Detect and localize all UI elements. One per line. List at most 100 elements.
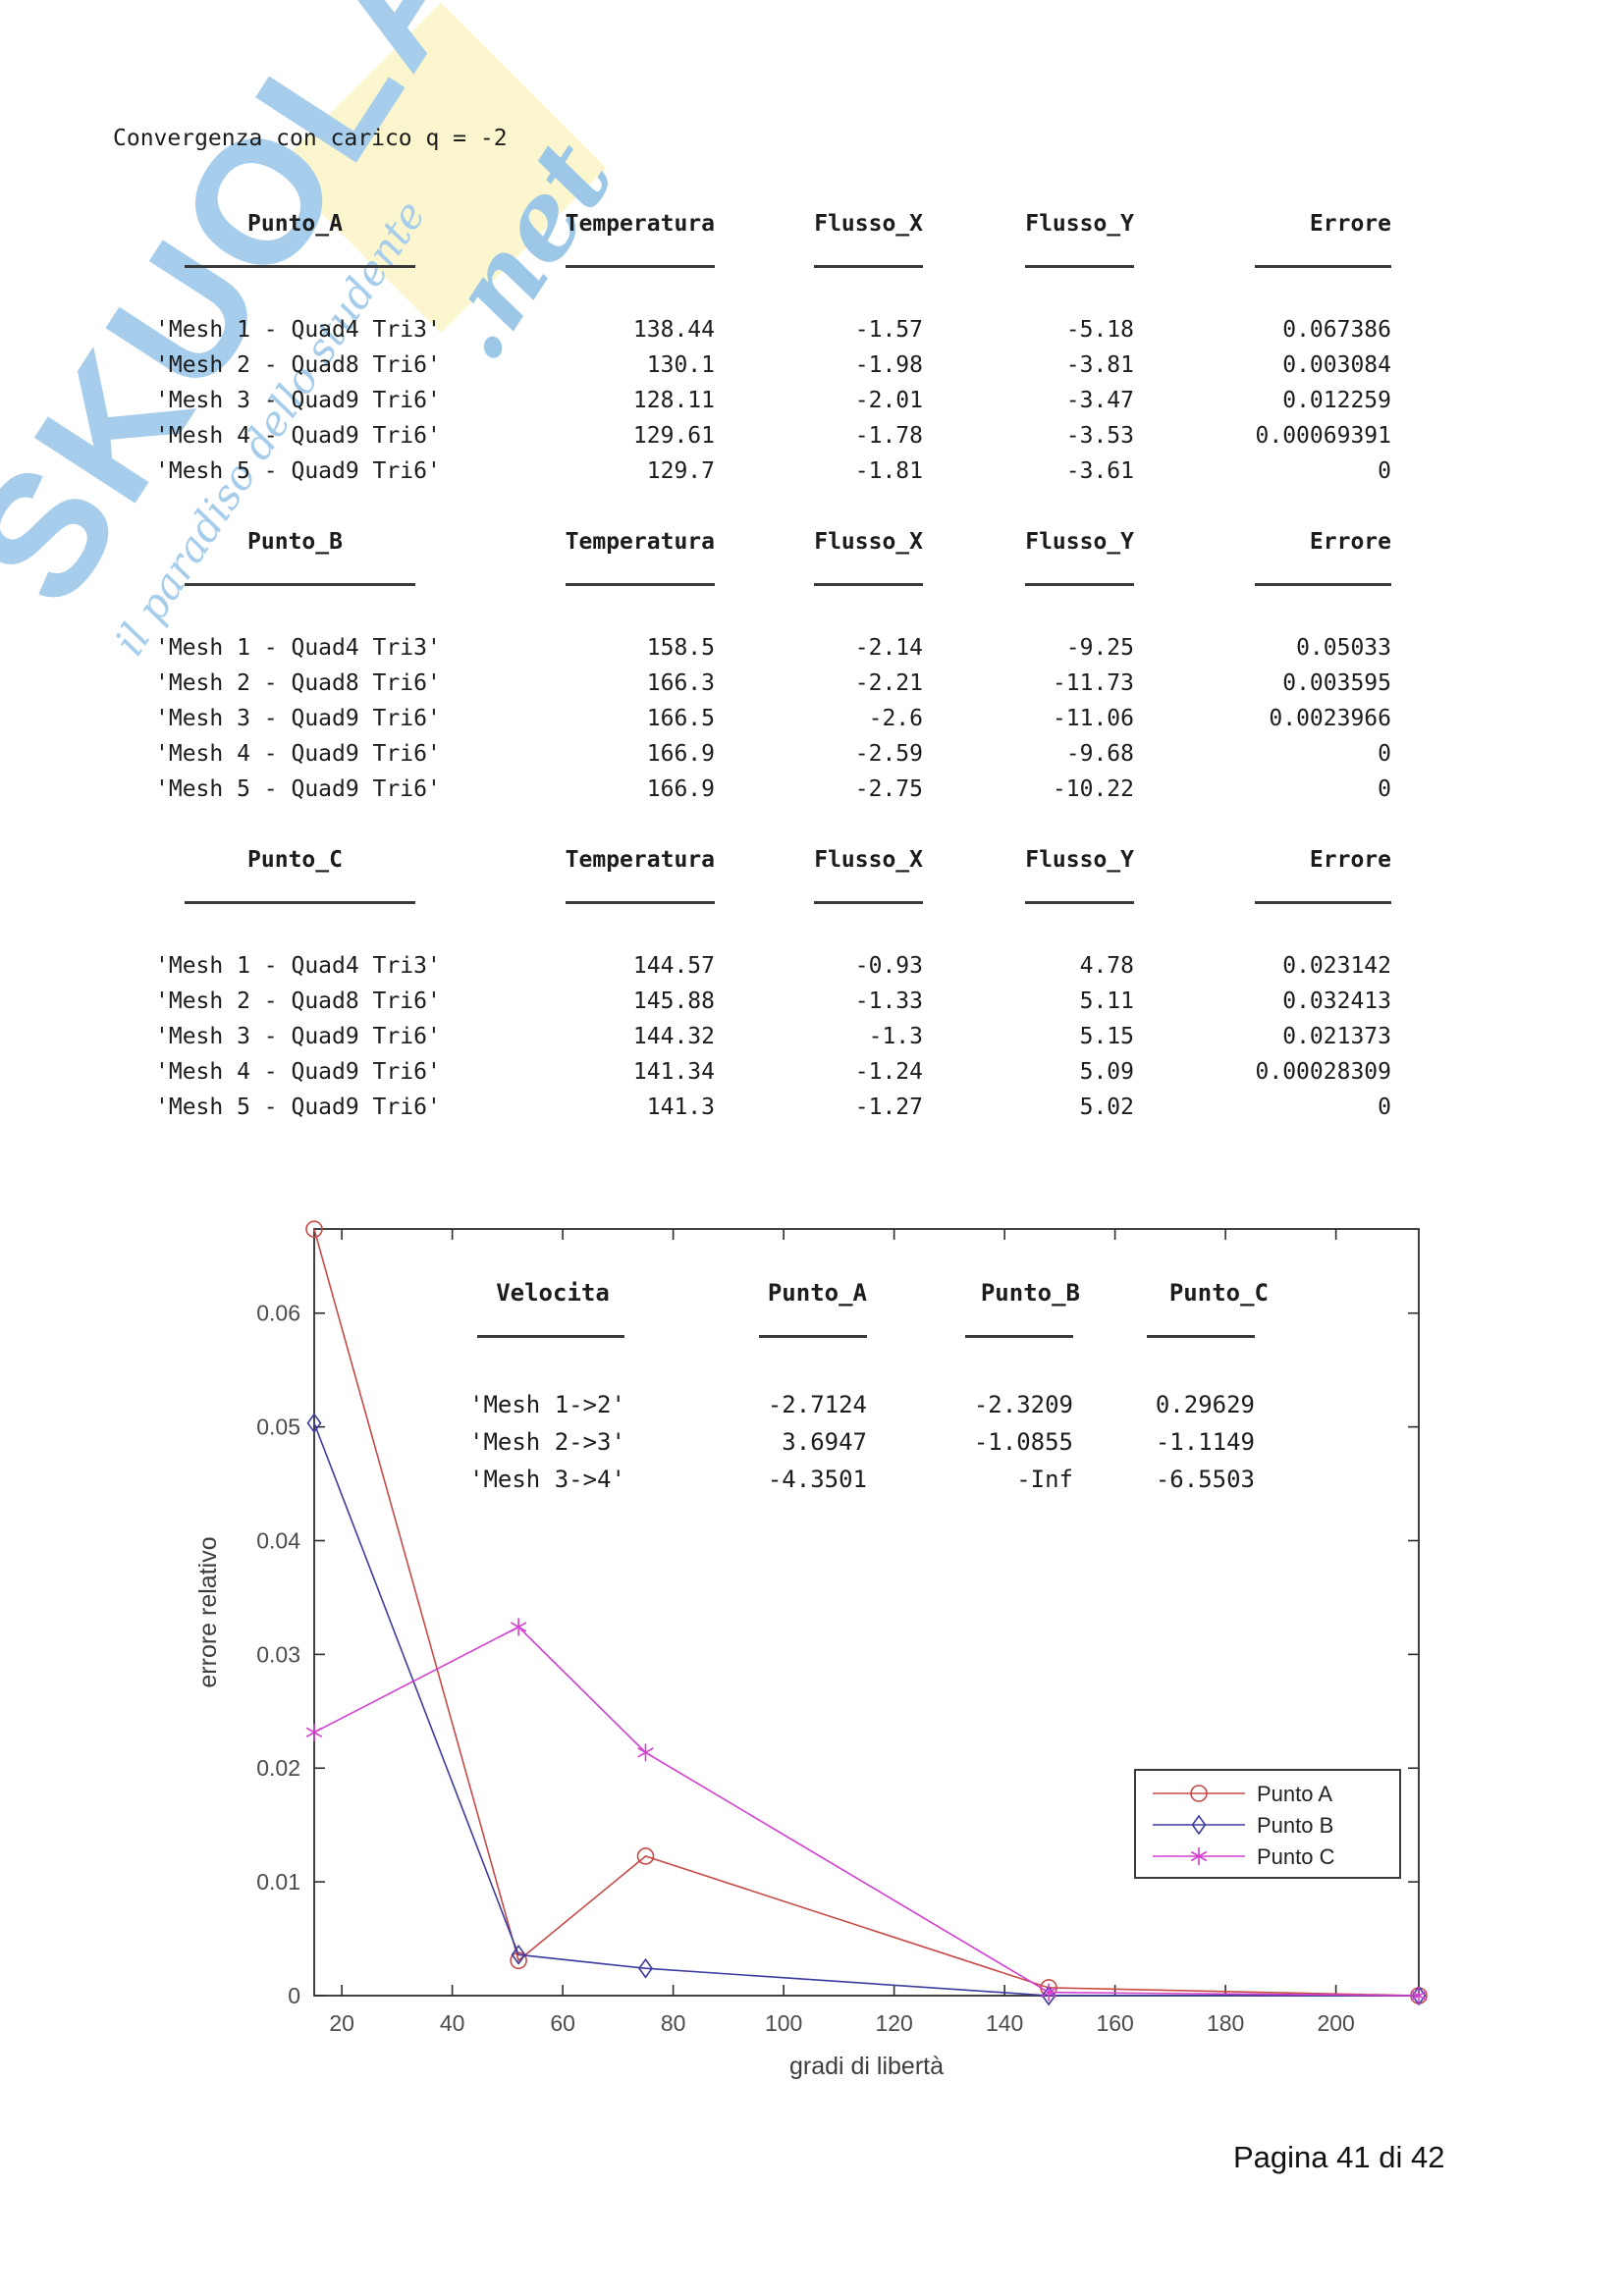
header-underline-cell	[155, 560, 435, 595]
cell-value: 166.3	[646, 670, 715, 696]
page-number: Pagina 41 di 42	[1233, 2140, 1445, 2174]
row-label: 'Mesh 2 - Quad8 Tri6'	[155, 670, 441, 696]
header-underline	[1025, 901, 1134, 904]
row-label: 'Mesh 1 - Quad4 Tri3'	[155, 317, 441, 343]
header-underline-cell	[715, 241, 923, 277]
circle-marker	[1190, 1785, 1208, 1802]
cell-value: -2.01	[854, 388, 923, 413]
column-header: Temperatura	[565, 211, 715, 237]
x-tick-label: 160	[1096, 2010, 1133, 2036]
asterisk-marker	[637, 1743, 654, 1762]
row-label: 'Mesh 1 - Quad4 Tri3'	[155, 953, 441, 979]
cell-value: 144.32	[632, 1024, 715, 1049]
table-gap-row	[155, 1125, 1418, 1160]
cell-value: 0	[1378, 458, 1391, 484]
x-tick-label: 80	[661, 2010, 686, 2036]
spacer-row	[155, 595, 1418, 630]
table-row: 'Mesh 2 - Quad8 Tri6' 145.88 -1.33 5.11 0.03…	[155, 984, 1418, 1019]
cell-value: 141.34	[632, 1059, 715, 1085]
row-label: 'Mesh 5 - Quad9 Tri6'	[155, 1095, 441, 1120]
header-underline	[1147, 1335, 1255, 1338]
cell-value: -2.21	[854, 670, 923, 696]
header-underline-cell	[469, 1311, 636, 1349]
column-header: Errore	[1309, 211, 1391, 237]
row-label: 'Mesh 5 - Quad9 Tri6'	[155, 776, 441, 802]
asterisk-marker	[1190, 1847, 1208, 1865]
column-header: Temperatura	[565, 847, 715, 873]
row-label: 'Mesh 3 - Quad9 Tri6'	[155, 1024, 441, 1049]
table-header-row: Punto_A Temperatura Flusso_X Flusso_Y Errore	[155, 206, 1418, 241]
column-header: Punto_C	[247, 847, 343, 873]
cell-value: 4.78	[1079, 953, 1134, 979]
x-tick-label: 200	[1317, 2010, 1354, 2036]
table-row: 'Mesh 1 - Quad4 Tri3' 144.57 -0.93 4.78 0.02…	[155, 948, 1418, 984]
cell-value: -1.81	[854, 458, 923, 484]
cell-value: 166.9	[646, 741, 715, 767]
cell-value: 128.11	[632, 388, 715, 413]
row-label: 'Mesh 3 - Quad9 Tri6'	[155, 388, 441, 413]
cell-value: -2.14	[854, 635, 923, 661]
header-underline-row	[469, 1311, 1275, 1349]
cell-value: 138.44	[632, 317, 715, 343]
row-label: 'Mesh 2->3'	[469, 1428, 625, 1456]
x-tick-label: 140	[986, 2010, 1023, 2036]
column-header: Punto_A	[767, 1279, 867, 1307]
convergence-chart: 20 40 60 80 100 120 140 160 180 200 0 0.01 0.02 0.03 0…	[187, 1202, 1453, 2106]
cell-value: -2.7124	[767, 1391, 867, 1418]
header-underline	[814, 583, 923, 586]
cell-value: 166.9	[646, 776, 715, 802]
table-row: 'Mesh 1 - Quad4 Tri3' 158.5 -2.14 -9.25 0.05…	[155, 630, 1418, 666]
cell-value: -2.6	[868, 706, 923, 731]
asterisk-marker	[1410, 1987, 1428, 2004]
series-line	[313, 1422, 1419, 1997]
cell-value: 129.7	[646, 458, 715, 484]
legend-box	[1134, 1769, 1401, 1879]
cell-value: -1.27	[854, 1095, 923, 1120]
column-header: Punto_C	[1168, 1279, 1269, 1307]
cell-value: -3.81	[1065, 352, 1134, 378]
x-tick-label: 180	[1207, 2010, 1244, 2036]
table-row: 'Mesh 1 - Quad4 Tri3' 138.44 -1.57 -5.18 0.0…	[155, 312, 1418, 347]
header-underline	[1255, 583, 1391, 586]
header-underline-cell	[1134, 878, 1391, 913]
cell-value: 5.02	[1079, 1095, 1134, 1120]
column-header: Flusso_Y	[1025, 211, 1134, 237]
header-underline-cell	[1073, 1311, 1255, 1349]
row-label: 'Mesh 3 - Quad9 Tri6'	[155, 706, 441, 731]
y-tick-label: 0	[288, 1983, 300, 2008]
header-underline	[477, 1335, 624, 1338]
row-label: 'Mesh 2 - Quad8 Tri6'	[155, 352, 441, 378]
header-underline	[814, 901, 923, 904]
x-tick-label: 100	[765, 2010, 802, 2036]
table-row: 'Mesh 3->4' -4.3501 -Inf -6.5503	[469, 1461, 1275, 1498]
cell-value: -1.78	[854, 423, 923, 449]
cell-value: 0.012259	[1282, 388, 1391, 413]
column-header: Punto_A	[247, 211, 343, 237]
header-underline	[566, 265, 715, 268]
asterisk-marker	[1040, 1983, 1057, 2002]
header-underline-cell	[155, 241, 435, 277]
header-underline-cell	[435, 241, 715, 277]
column-header: Flusso_X	[814, 529, 923, 555]
cell-value: -2.75	[854, 776, 923, 802]
column-header: Flusso_Y	[1025, 847, 1134, 873]
table-header-row: Velocita Punto_A Punto_B Punto_C	[469, 1274, 1275, 1311]
column-header: Flusso_Y	[1025, 529, 1134, 555]
header-underline	[185, 583, 415, 586]
table-row: 'Mesh 2 - Quad8 Tri6' 130.1 -1.98 -3.81 0.00…	[155, 347, 1418, 383]
header-underline-row	[155, 241, 1418, 277]
cell-value: 166.5	[646, 706, 715, 731]
legend-label: Punto C	[1257, 1844, 1335, 1869]
cell-value: -11.06	[1052, 706, 1134, 731]
cell-value: 158.5	[646, 635, 715, 661]
row-label: 'Mesh 4 - Quad9 Tri6'	[155, 1059, 441, 1085]
series-punto-c	[305, 1618, 1428, 2004]
table-row: 'Mesh 5 - Quad9 Tri6' 129.7 -1.81 -3.61 0	[155, 454, 1418, 489]
series-line	[313, 1228, 1420, 1997]
legend-label: Punto B	[1257, 1813, 1333, 1838]
cell-value: -3.61	[1065, 458, 1134, 484]
column-header: Temperatura	[565, 529, 715, 555]
table-row: 'Mesh 4 - Quad9 Tri6' 141.34 -1.24 5.09 0.00…	[155, 1054, 1418, 1090]
header-underline-cell	[1134, 241, 1391, 277]
cell-value: -4.3501	[767, 1466, 867, 1493]
